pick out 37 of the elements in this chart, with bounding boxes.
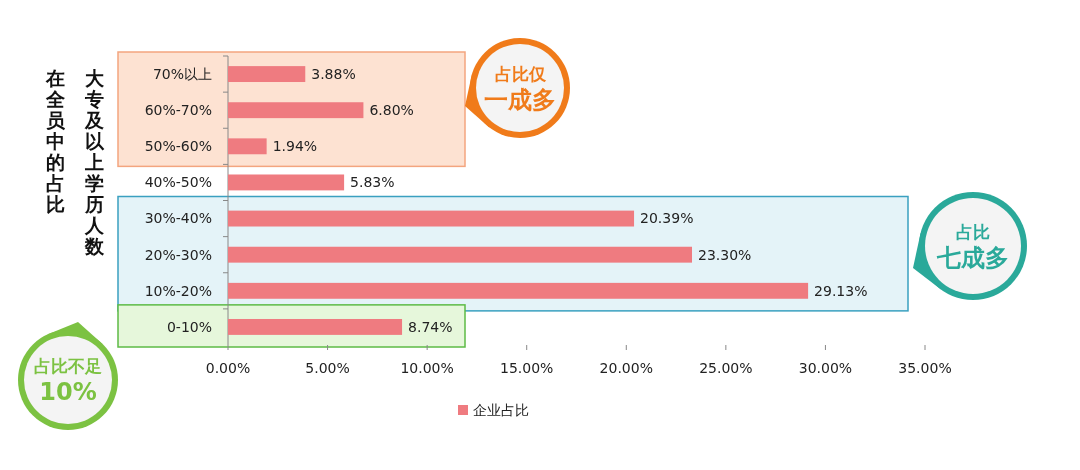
bar xyxy=(228,102,364,119)
data-label: 8.74% xyxy=(408,318,453,335)
x-tick-label: 30.00% xyxy=(798,360,853,376)
data-label: 6.80% xyxy=(369,102,414,119)
data-label: 29.13% xyxy=(814,282,868,299)
data-label: 1.94% xyxy=(272,138,318,155)
bar xyxy=(228,246,692,263)
x-tick-label: 35.00% xyxy=(898,360,952,376)
x-tick-label: 25.00% xyxy=(699,360,753,376)
y-tick-label: 0-10% xyxy=(166,318,212,335)
band-label: 占比七成多 xyxy=(936,221,1009,272)
x-tick-label: 10.00% xyxy=(400,360,454,376)
legend-label: 企业占比 xyxy=(473,401,529,418)
bar xyxy=(228,66,306,83)
band-label: 占比不足10% xyxy=(34,355,102,406)
bar xyxy=(228,318,403,335)
bar xyxy=(228,174,345,191)
x-tick-label: 0.00% xyxy=(205,360,251,376)
bar xyxy=(228,210,635,227)
y-tick-label: 40%-50% xyxy=(144,174,212,191)
x-tick-label: 15.00% xyxy=(500,360,554,376)
data-label: 23.30% xyxy=(698,246,752,263)
bar xyxy=(228,138,267,155)
data-label: 20.39% xyxy=(640,210,694,227)
y-tick-label: 20%-30% xyxy=(144,246,212,263)
x-tick-label: 20.00% xyxy=(599,360,653,376)
data-label: 3.88% xyxy=(311,65,356,82)
y-tick-label: 50%-60% xyxy=(144,138,212,155)
y-tick-label: 30%-40% xyxy=(144,210,212,227)
y-tick-label: 60%-70% xyxy=(144,102,212,119)
band-label: 占比仅一成多 xyxy=(484,63,556,114)
bar xyxy=(228,282,809,299)
y-tick-label: 10%-20% xyxy=(144,282,212,299)
y-tick-label: 70%以上 xyxy=(152,65,212,82)
data-label: 5.83% xyxy=(350,174,395,191)
x-tick-label: 5.00% xyxy=(305,360,350,376)
text: 大专及以上学历人数在全员中的占比 xyxy=(46,67,104,258)
